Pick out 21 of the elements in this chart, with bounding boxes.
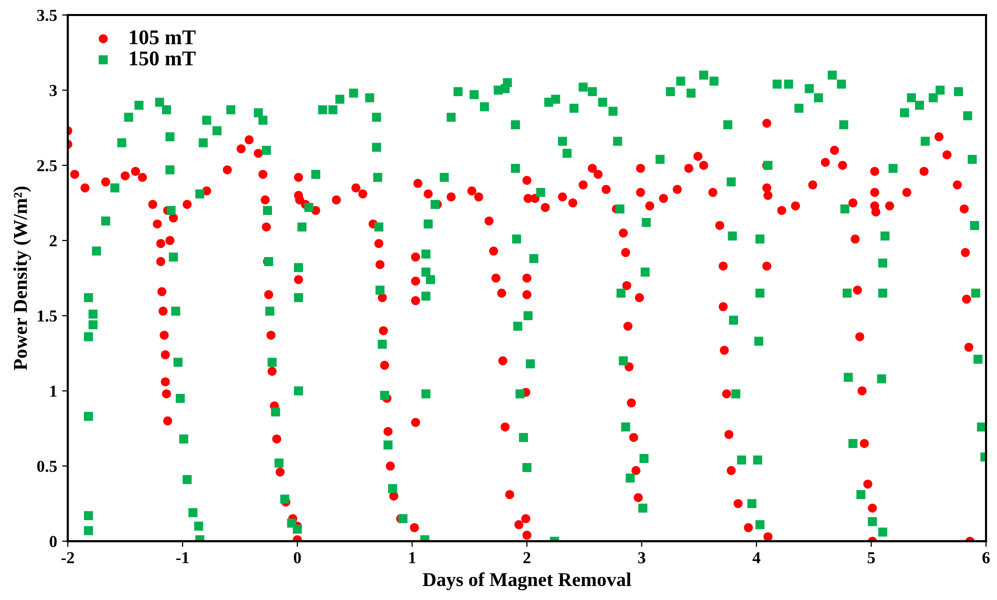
legend-label: 105 mT [130,30,196,44]
x-tick-label: 0 [294,552,301,564]
x-tick-label: -1 [176,552,189,564]
y-tick-label: 1 [50,386,57,397]
x-tick-label: 4 [752,552,760,564]
x-tick-label: 1 [409,552,416,564]
y-tick-label: 0.5 [37,460,57,472]
x-tick-label: 2 [523,552,530,564]
x-tick-label: -2 [61,552,74,564]
x-tick-label: 5 [868,552,875,564]
x-tick-label: 3 [638,552,646,564]
y-axis-title: Power Density (W/m²) [13,186,31,370]
y-tick-label: 1.5 [38,310,57,322]
y-tick-label: 3.5 [37,10,57,22]
y-tick-label: 2 [50,235,57,246]
y-tick-label: 0 [50,536,57,548]
x-tick-label: 6 [982,552,990,564]
y-tick-label: 3 [50,84,57,96]
y-tick-label: 2.5 [37,160,57,172]
x-axis-title: Days of Magnet Removal [422,572,632,590]
legend-label: 150 mT [130,51,196,66]
